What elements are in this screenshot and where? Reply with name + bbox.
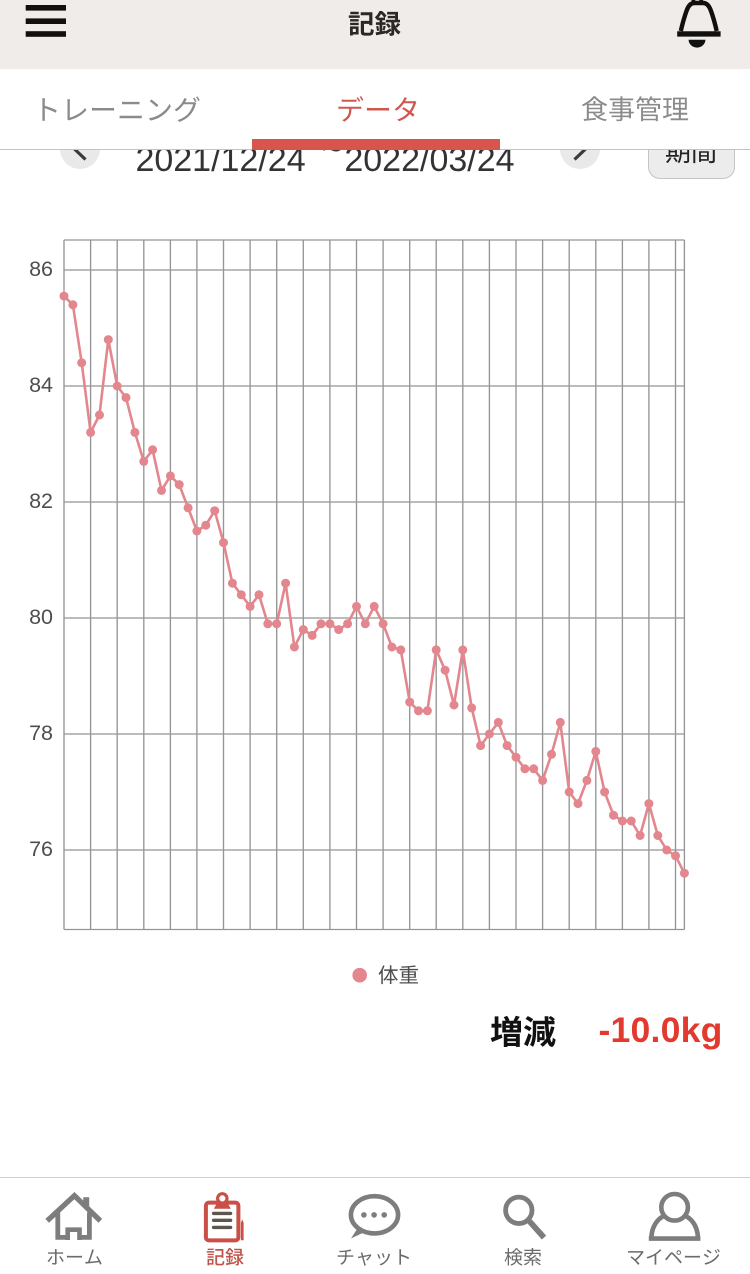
svg-text:76: 76 <box>29 837 53 861</box>
svg-text:86: 86 <box>29 257 53 281</box>
svg-text:82: 82 <box>29 489 53 513</box>
svg-text:80: 80 <box>29 605 53 629</box>
svg-text:78: 78 <box>29 721 53 745</box>
svg-text:84: 84 <box>29 373 53 397</box>
